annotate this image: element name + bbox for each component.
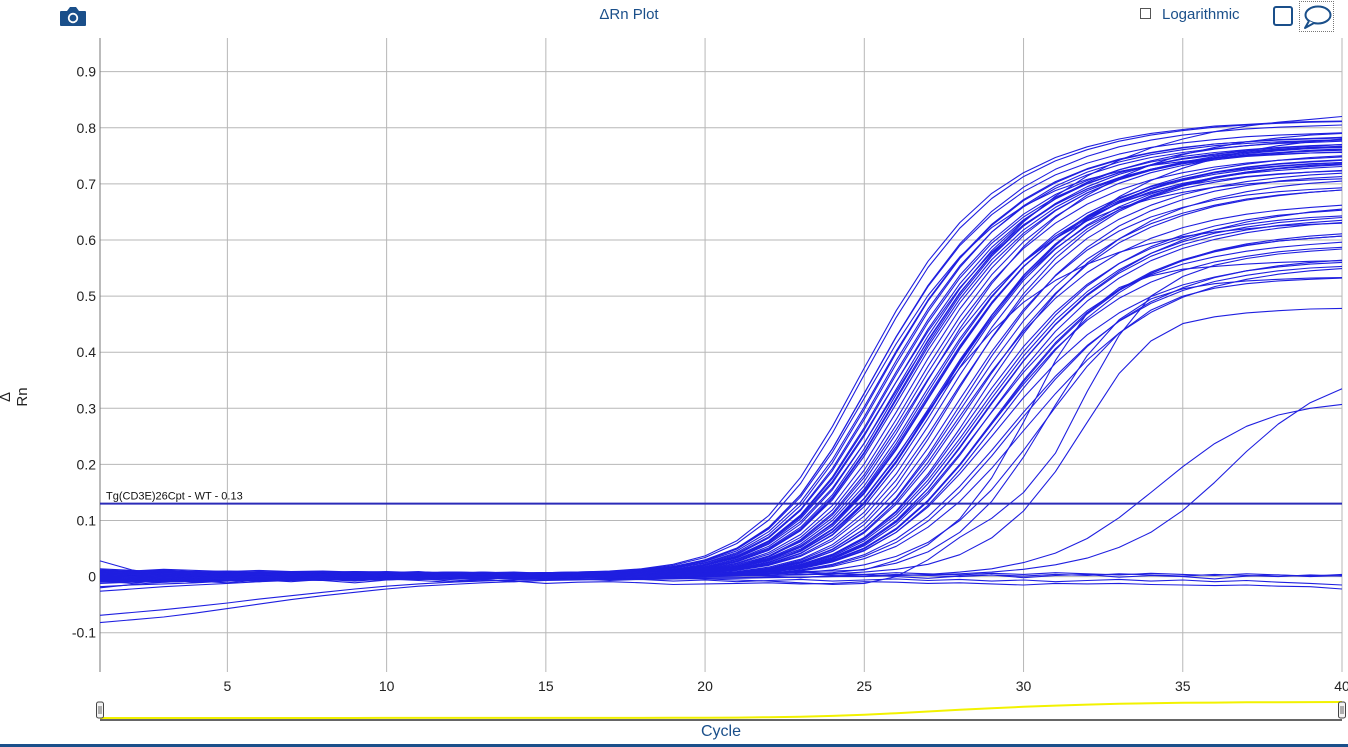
range-overview[interactable] [96, 701, 1346, 721]
amplification-curve [99, 388, 1343, 616]
range-end-handle [1338, 701, 1346, 719]
threshold[interactable]: Tg(CD3E)26Cpt - WT - 0.13 [100, 491, 1342, 505]
amplification-curve [99, 120, 1343, 574]
x-tick-label: 40 [1334, 678, 1348, 694]
y-tick-label: 0 [88, 569, 96, 585]
y-tick-label: 0.5 [77, 288, 97, 304]
amplification-curve [99, 233, 1343, 580]
amplification-curve [99, 139, 1343, 575]
amplification-curve [99, 138, 1343, 579]
amplification-curve [99, 189, 1343, 579]
x-tick-label: 35 [1175, 678, 1191, 694]
x-tick-label: 5 [223, 678, 231, 694]
y-tick-label: -0.1 [72, 625, 96, 641]
y-tick-label: 0.7 [77, 176, 97, 192]
logarithmic-label: Logarithmic [1162, 6, 1240, 23]
camera-icon[interactable] [58, 3, 88, 29]
x-axis-title: Cycle [700, 723, 741, 740]
y-tick-label: 0.6 [77, 232, 97, 248]
tick-labels: 0.9 0.8 0.7 0.6 0.5 0.4 0.3 0.2 0.1 0 -0.1 5 10 15 20 2… [72, 64, 1348, 694]
speech-bubble-icon [1304, 5, 1332, 29]
amplification-curve [99, 145, 1343, 575]
x-tick-label: 25 [857, 678, 873, 694]
amplification-curve [99, 164, 1343, 578]
x-tick-label: 30 [1016, 678, 1032, 694]
overview-curve [100, 701, 1343, 719]
x-tick-label: 10 [379, 678, 395, 694]
amplification-curve [99, 145, 1343, 576]
amplification-curve [99, 146, 1343, 575]
amplification-curve [99, 578, 1343, 590]
amplification-curve [99, 169, 1343, 577]
amplification-curve [99, 132, 1343, 575]
amplification-curve [99, 149, 1343, 575]
y-tick-label: 0.4 [77, 344, 97, 360]
amplification-curve [99, 572, 1343, 579]
amplification-curve [99, 165, 1343, 577]
x-tick-label: 15 [538, 678, 554, 694]
amplification-curve [99, 146, 1343, 577]
amplification-curve [99, 277, 1343, 588]
y-tick-label: 0.1 [77, 513, 97, 529]
x-tick-label: 20 [697, 678, 713, 694]
amplification-curve [99, 121, 1343, 574]
amplification-curve [99, 268, 1343, 583]
amplification-curve [99, 136, 1343, 575]
threshold-label: Tg(CD3E)26Cpt - WT - 0.13 [106, 491, 243, 503]
amplification-curve [99, 403, 1343, 624]
amplification-curve [99, 277, 1343, 592]
y-tick-label: 0.8 [77, 120, 97, 136]
amplification-curve [99, 209, 1343, 579]
amplification-curve [99, 204, 1343, 579]
amplification-curve [99, 189, 1343, 578]
plot-title: ΔRn Plot [599, 6, 659, 23]
amplification-curve [99, 163, 1343, 578]
amplification-curve [99, 156, 1343, 577]
y-tick-label: 0.3 [77, 400, 97, 416]
amplification-curve [99, 162, 1343, 577]
comment-button[interactable] [1299, 1, 1334, 32]
grid [100, 38, 1343, 672]
amplification-curve [99, 208, 1343, 581]
amplification-curve [99, 577, 1343, 586]
amplification-curve [99, 180, 1343, 579]
square-select-icon[interactable] [1273, 6, 1293, 26]
amplification-curve [99, 178, 1343, 577]
amplification-curve [99, 265, 1343, 582]
amplification-curve [99, 170, 1343, 577]
amplification-curve [99, 222, 1343, 581]
amplification-curve [99, 172, 1343, 579]
bottom-rule [0, 744, 1348, 747]
amplification-curve [99, 148, 1343, 576]
amplification-curve [99, 159, 1343, 578]
amplification-curve [99, 139, 1343, 576]
amplification-curve [99, 222, 1343, 578]
plot-toolbar: ΔRn Plot Logarithmic [0, 0, 1348, 34]
amplification-curve [99, 132, 1343, 574]
amplification-curves [99, 115, 1343, 624]
amplification-curve [99, 149, 1343, 576]
logarithmic-checkbox[interactable] [1140, 8, 1151, 19]
amplification-curve [99, 307, 1343, 584]
y-tick-label: 0.9 [77, 64, 97, 80]
range-start-handle [96, 701, 104, 719]
amplification-curve [99, 140, 1343, 575]
y-tick-label: 0.2 [77, 456, 97, 472]
